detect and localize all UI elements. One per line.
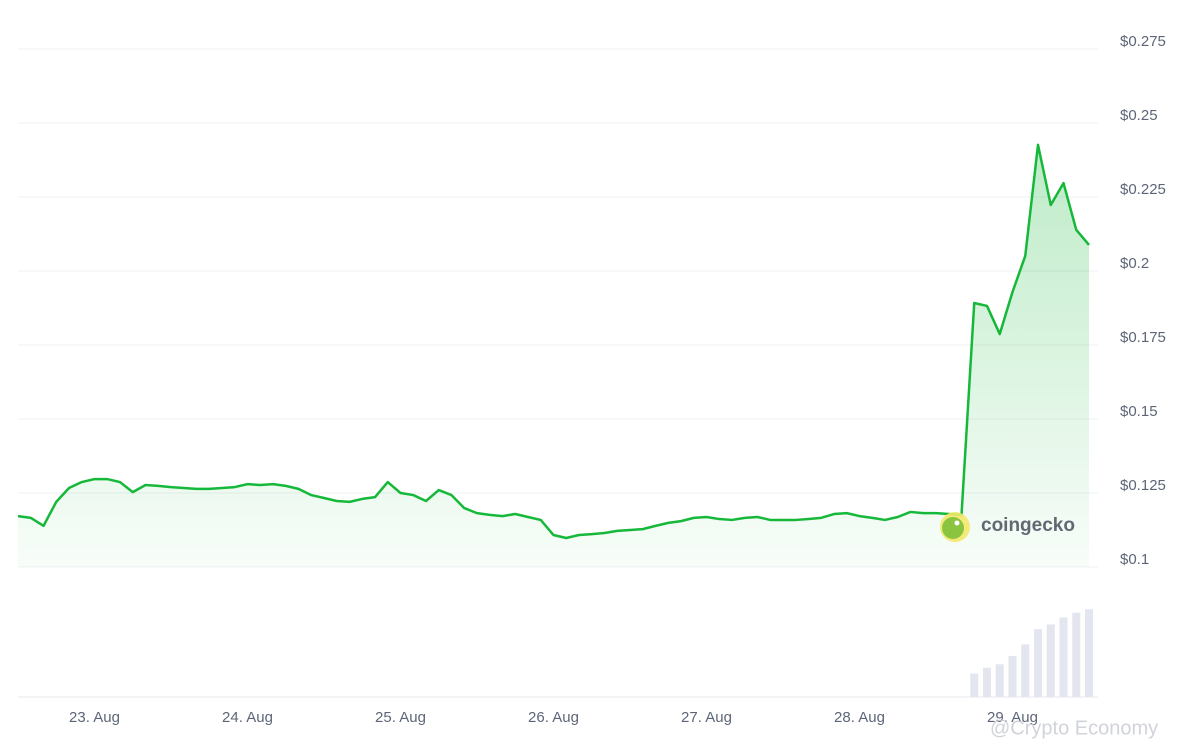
volume-bar <box>970 673 979 697</box>
y-tick-label: $0.1 <box>1120 551 1149 568</box>
volume-bar <box>1072 612 1081 697</box>
volume-bar <box>1034 629 1042 697</box>
y-tick-label: $0.225 <box>1120 181 1166 198</box>
volume-bar <box>1008 656 1017 697</box>
x-tick-label: 25. Aug <box>375 709 426 726</box>
volume-bar <box>995 664 1004 697</box>
volume-bar <box>983 667 991 697</box>
x-tick-label: 23. Aug <box>69 709 120 726</box>
coingecko-watermark: coingecko <box>981 515 1075 536</box>
y-tick-label: $0.275 <box>1120 33 1166 50</box>
y-tick-label: $0.15 <box>1120 403 1158 420</box>
y-tick-label: $0.125 <box>1120 477 1166 494</box>
coingecko-logo <box>940 512 970 542</box>
x-tick-label: 29. Aug <box>987 709 1038 726</box>
x-tick-label: 28. Aug <box>834 709 885 726</box>
y-tick-label: $0.25 <box>1120 107 1158 124</box>
x-tick-label: 27. Aug <box>681 709 732 726</box>
price-line <box>17 143 1090 540</box>
y-tick-label: $0.2 <box>1120 255 1149 272</box>
volume-bar <box>1046 624 1055 697</box>
x-tick-label: 26. Aug <box>528 709 579 726</box>
x-tick-label: 24. Aug <box>222 709 273 726</box>
volume-bar <box>1085 609 1093 697</box>
y-tick-label: $0.175 <box>1120 329 1166 346</box>
price-area <box>18 144 1089 567</box>
volume-bar <box>1021 644 1030 697</box>
volume-bar <box>1059 617 1068 697</box>
source-watermark: @Crypto Economy <box>990 717 1158 739</box>
